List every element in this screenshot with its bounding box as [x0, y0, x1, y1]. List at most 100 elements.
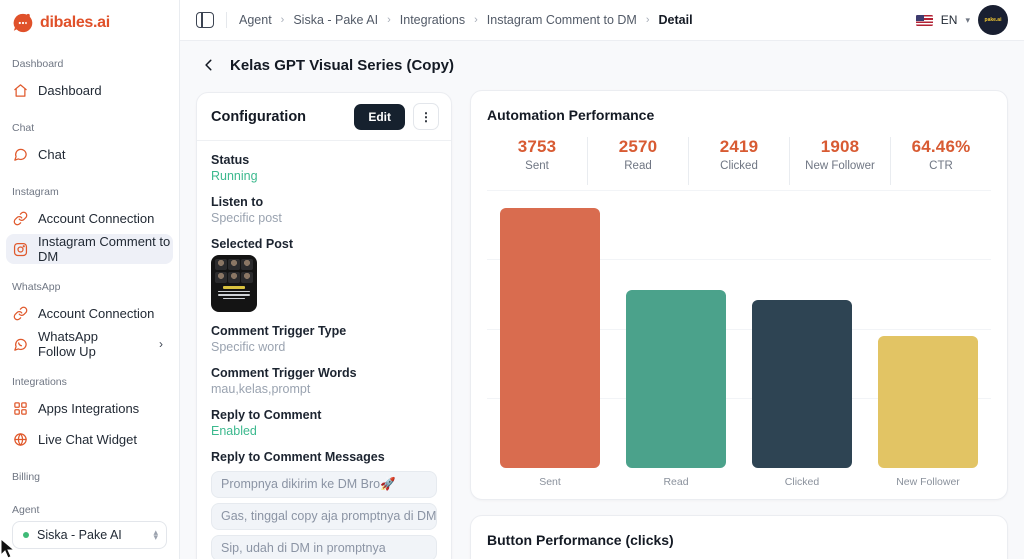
breadcrumb-item[interactable]: Integrations — [399, 13, 466, 27]
bar-read[interactable] — [626, 290, 726, 468]
stat-value: 2419 — [719, 137, 759, 156]
reply-messages-label: Reply to Comment Messages — [211, 450, 385, 464]
back-button[interactable] — [200, 56, 218, 74]
post-faces-grid — [215, 259, 253, 283]
chart-gridline — [487, 397, 991, 399]
sidebar-item-label: Live Chat Widget — [38, 431, 137, 447]
sidebar-item-label: Dashboard — [38, 82, 102, 98]
trigger-words-value: mau,kelas,prompt — [211, 382, 311, 396]
sidebar-toggle-icon[interactable] — [196, 12, 214, 28]
trigger-type-label: Comment Trigger Type — [211, 324, 347, 338]
kebab-menu-button[interactable]: ⋮ — [413, 103, 439, 130]
reply-to-comment-label: Reply to Comment — [211, 408, 322, 422]
chevron-right-icon: › — [159, 337, 163, 351]
trigger-type-value: Specific word — [211, 340, 286, 354]
apps-grid-icon — [14, 401, 27, 415]
chart-gridline — [487, 328, 991, 330]
bar-new-follower[interactable] — [878, 335, 978, 468]
bar-axis-label: Sent — [539, 476, 561, 488]
sidebar-item-label: Instagram Comment to DM — [38, 234, 171, 264]
selected-post-thumbnail[interactable] — [211, 255, 257, 312]
page-title: Kelas GPT Visual Series (Copy) — [230, 56, 454, 74]
post-caption-line — [223, 297, 245, 299]
breadcrumb-current: Detail — [658, 13, 693, 27]
breadcrumb-item[interactable]: Agent — [239, 13, 272, 27]
sidebar-item-label: Apps Integrations — [38, 400, 140, 416]
performance-stats: 3753 Sent 2570 Read 2419 Clicked 1908 Ne… — [487, 137, 991, 185]
sidebar-item-dashboard[interactable]: Dashboard — [6, 75, 173, 105]
breadcrumb-item[interactable]: Instagram Comment to DM — [486, 13, 637, 27]
post-caption-line — [218, 294, 250, 296]
sidebar-item-label: Account Connection — [38, 210, 155, 226]
agent-footer: Agent Siska - Pake AI ▴ ▾ — [0, 498, 179, 559]
stat-read: 2570 Read — [587, 137, 688, 185]
breadcrumb-separator-icon: › — [645, 14, 650, 26]
sidebar-item-live-chat-widget[interactable]: Live Chat Widget — [6, 424, 173, 454]
chevron-down-icon[interactable]: ▾ — [965, 14, 970, 25]
status-value: Running — [211, 169, 258, 183]
reply-to-comment-value: Enabled — [211, 424, 257, 438]
status-label: Status — [211, 153, 250, 167]
sidebar-item-chat[interactable]: Chat — [6, 139, 173, 169]
stat-new-follower: 1908 New Follower — [789, 137, 890, 185]
stat-label: New Follower — [805, 160, 875, 172]
stat-sent: 3753 Sent — [487, 137, 587, 185]
reply-message-input[interactable]: Sip, udah di DM in promptnya — [211, 535, 437, 559]
bar-column — [739, 191, 865, 468]
chat-bubble-icon — [14, 148, 27, 161]
automation-performance-title: Automation Performance — [487, 107, 655, 123]
avatar[interactable]: pake.ai — [978, 5, 1008, 35]
main-content: Kelas GPT Visual Series (Copy) Configura… — [180, 41, 1024, 559]
stat-ctr: 64.46% CTR — [890, 137, 991, 185]
whatsapp-icon — [14, 338, 27, 351]
bar-clicked[interactable] — [752, 300, 852, 468]
sidebar-item-instagram-comment-to-dm[interactable]: Instagram Comment to DM — [6, 234, 173, 264]
agent-selected-value: Siska - Pake AI — [37, 528, 122, 542]
sidebar-item-whatsapp-follow-up[interactable]: WhatsApp Follow Up › — [6, 329, 173, 359]
configuration-panel: Configuration Edit ⋮ Status Running List… — [196, 92, 452, 559]
listen-to-value: Specific post — [211, 211, 282, 225]
sidebar-item-ig-account-connection[interactable]: Account Connection — [6, 203, 173, 233]
trigger-words-label: Comment Trigger Words — [211, 366, 357, 380]
agent-selector[interactable]: Siska - Pake AI ▴ ▾ — [12, 521, 167, 549]
language-selector[interactable]: EN — [940, 13, 958, 27]
sidebar-nav: Dashboard Dashboard Chat Chat Instagram … — [0, 34, 179, 518]
brand-name: dibales.ai — [40, 14, 110, 31]
sidebar-item-wa-account-connection[interactable]: Account Connection — [6, 298, 173, 328]
link-icon — [13, 306, 28, 320]
post-caption-line — [218, 290, 250, 292]
sidebar-item-label: WhatsApp Follow Up — [38, 329, 98, 359]
breadcrumb-item[interactable]: Siska - Pake AI — [293, 13, 379, 27]
post-banner — [222, 285, 246, 289]
sidebar-item-apps-integrations[interactable]: Apps Integrations — [6, 393, 173, 423]
bar-column — [487, 191, 613, 468]
stat-value: 64.46% — [911, 137, 971, 156]
bar-column — [865, 191, 991, 468]
reply-message-input[interactable]: Prompnya dikirim ke DM Bro🚀 — [211, 471, 437, 498]
bar-column — [613, 191, 739, 468]
breadcrumb-separator-icon: › — [280, 14, 285, 26]
breadcrumb-separator-icon: › — [474, 14, 478, 26]
reply-message-input[interactable]: Gas, tinggal copy aja promptnya di DM! 📲 — [211, 503, 437, 530]
breadcrumb-separator-icon: › — [387, 14, 391, 26]
stat-value: 3753 — [517, 137, 557, 156]
topbar: Agent › Siska - Pake AI › Integrations ›… — [180, 0, 1024, 41]
bar-axis-label: Clicked — [784, 476, 820, 488]
topbar-divider — [226, 12, 227, 28]
listen-to-label: Listen to — [211, 195, 264, 209]
bar-axis-label: Read — [663, 476, 689, 488]
stat-value: 1908 — [820, 137, 860, 156]
breadcrumb: Agent › Siska - Pake AI › Integrations ›… — [239, 13, 693, 27]
section-label-billing: Billing — [12, 471, 41, 483]
chevron-up-down-icon: ▴ ▾ — [153, 527, 158, 542]
brand-logo[interactable]: dibales.ai — [0, 0, 179, 34]
bar-axis-label: New Follower — [896, 476, 960, 488]
bar-chart-plot — [487, 190, 991, 468]
edit-button[interactable]: Edit — [354, 103, 405, 130]
bar-sent[interactable] — [500, 208, 600, 468]
automation-performance-panel: Automation Performance 3753 Sent 2570 Re… — [470, 90, 1008, 500]
bar-chart-labels: Sent Read Clicked New Follower — [487, 476, 991, 488]
section-label-whatsapp: WhatsApp — [12, 281, 61, 293]
automation-bar-chart: Sent Read Clicked New Follower — [487, 190, 991, 488]
chart-gridline — [487, 190, 991, 191]
